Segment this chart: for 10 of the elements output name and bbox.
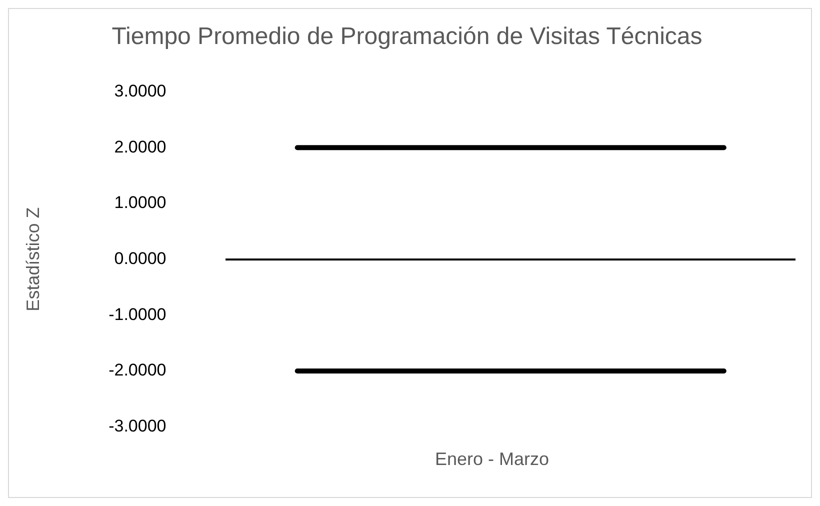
chart-title: Tiempo Promedio de Programación de Visitas Técnicas xyxy=(112,23,702,50)
y-tick-label: 1.0000 xyxy=(114,193,166,212)
y-tick-label: -3.0000 xyxy=(108,416,166,436)
y-tick-label: -2.0000 xyxy=(108,360,166,380)
y-tick-label: 0.0000 xyxy=(114,248,166,268)
y-tick-label: 3.0000 xyxy=(114,81,166,100)
y-axis-title: Estadístico Z xyxy=(22,207,43,312)
x-axis-title: Enero - Marzo xyxy=(434,449,550,470)
y-tick-label: -1.0000 xyxy=(108,304,166,324)
y-tick-label: 2.0000 xyxy=(114,137,166,156)
